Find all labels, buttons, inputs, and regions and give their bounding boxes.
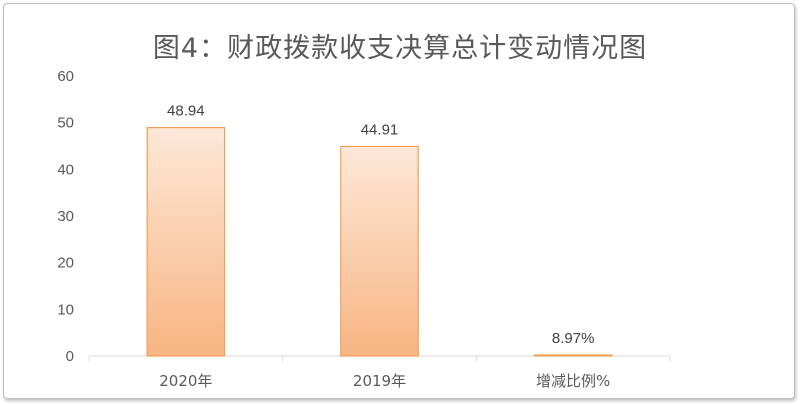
x-category-label: 2020年 [159,372,212,390]
y-tick-label: 10 [57,301,74,318]
y-tick-label: 0 [66,348,74,365]
y-tick-label: 50 [57,115,74,132]
bar [146,127,226,357]
y-tick-label: 60 [57,68,74,85]
bar [340,145,419,357]
data-label: 44.91 [361,121,399,138]
y-tick-label: 20 [57,255,74,272]
data-label: 8.97% [552,330,595,347]
y-tick-label: 40 [57,161,74,178]
x-category-label: 增减比例% [536,372,610,390]
y-tick-label: 30 [57,208,74,225]
bar [533,354,613,357]
chart-title: 图4：财政拨款收支决算总计变动情况图 [152,33,648,64]
x-category-label: 2019年 [353,372,406,390]
data-label: 48.94 [167,103,205,120]
